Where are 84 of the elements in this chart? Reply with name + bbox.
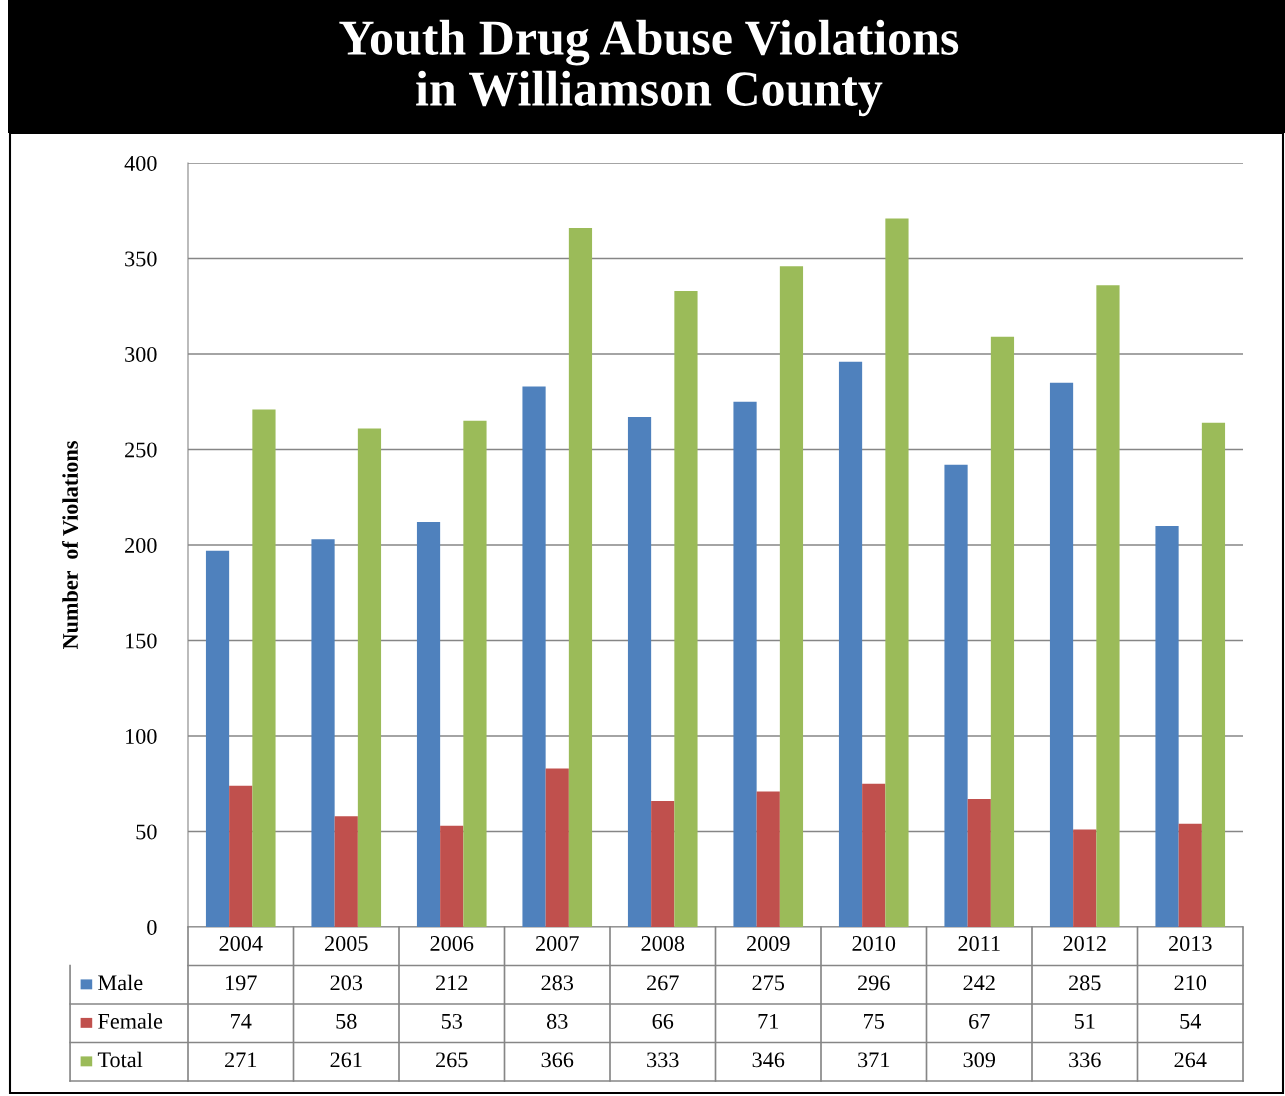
- bar: [229, 785, 253, 927]
- bar: [651, 800, 675, 927]
- y-tick-label: 150: [126, 633, 157, 649]
- data-label: 53: [441, 1013, 462, 1029]
- x-tick-label: 2009: [747, 935, 790, 951]
- y-tick-label: 400: [124, 155, 157, 171]
- data-label: 67: [969, 1013, 990, 1029]
- data-label: 51: [1074, 1013, 1095, 1029]
- data-label: 58: [336, 1013, 357, 1029]
- x-tick-label: 2007: [536, 935, 579, 951]
- bar: [779, 266, 804, 927]
- bar: [674, 290, 698, 927]
- bar: [252, 409, 276, 927]
- data-label: 346: [752, 1052, 785, 1068]
- bar: [1155, 525, 1179, 927]
- data-label: 74: [231, 1013, 252, 1029]
- bar: [545, 768, 569, 927]
- bar: [416, 522, 441, 927]
- data-label: 275: [752, 975, 785, 991]
- data-label: 333: [647, 1052, 679, 1068]
- bar: [1073, 829, 1097, 927]
- x-tick-label: 2008: [641, 935, 685, 951]
- data-label: 265: [436, 1052, 468, 1068]
- data-label: 54: [1180, 1013, 1202, 1029]
- bar: [885, 218, 909, 927]
- data-label: 264: [1174, 1052, 1207, 1068]
- bar: [334, 816, 358, 927]
- data-label: 66: [652, 1013, 674, 1029]
- x-tick-label: 2012: [1063, 935, 1106, 951]
- bar: [1049, 382, 1074, 927]
- legend-label: Male: [98, 974, 143, 991]
- bar: [522, 386, 546, 927]
- legend-label: Total: [97, 1051, 143, 1068]
- data-label: 366: [541, 1052, 574, 1068]
- bar: [967, 799, 991, 927]
- bar: [944, 464, 968, 927]
- x-tick-label: 2011: [958, 935, 1000, 951]
- bar: [205, 550, 230, 927]
- bar: [756, 791, 780, 927]
- data-label: 83: [546, 1013, 568, 1029]
- data-label: 309: [963, 1052, 996, 1068]
- data-label: 210: [1174, 975, 1207, 991]
- y-tick-label: 50: [136, 824, 157, 840]
- bar: [440, 825, 464, 927]
- x-tick-label: 2013: [1169, 935, 1212, 951]
- bar: [733, 401, 757, 927]
- bar: [990, 336, 1015, 927]
- data-label: 242: [963, 975, 995, 991]
- data-label: 212: [436, 975, 468, 991]
- chart-title: Youth Drug Abuse Violations in Williamson County: [339, 19, 959, 117]
- data-label: 203: [330, 975, 363, 991]
- data-label: 271: [225, 1052, 257, 1068]
- data-label: 285: [1069, 975, 1101, 991]
- y-tick-label: 200: [125, 537, 157, 553]
- bar: [1201, 422, 1226, 927]
- bar: [1096, 285, 1120, 927]
- y-tick-label: 350: [125, 251, 157, 267]
- bar: [568, 227, 593, 927]
- bar: [627, 417, 652, 927]
- bar: [311, 539, 335, 927]
- y-tick-label: 0: [147, 919, 157, 935]
- bar: [1178, 823, 1202, 927]
- y-tick-label: 250: [125, 442, 157, 458]
- data-label: 71: [758, 1013, 779, 1029]
- legend-label: Female: [98, 1013, 163, 1029]
- data-label: 197: [226, 975, 257, 991]
- data-label: 261: [330, 1052, 362, 1068]
- data-label: 75: [864, 1014, 884, 1029]
- data-label: 371: [858, 1052, 890, 1068]
- bar: [463, 420, 487, 927]
- y-tick-label: 100: [126, 728, 157, 744]
- data-label: 336: [1069, 1052, 1101, 1068]
- x-tick-label: 2004: [219, 935, 263, 951]
- x-tick-label: 2006: [430, 935, 474, 951]
- bar: [838, 361, 863, 927]
- y-tick-label: 300: [125, 346, 157, 362]
- x-tick-label: 2005: [325, 935, 368, 951]
- y-axis-title: Number of Violations: [62, 441, 79, 650]
- data-label: 283: [541, 975, 574, 991]
- data-label: 267: [647, 975, 679, 991]
- data-label: 296: [858, 975, 890, 991]
- bar: [862, 783, 886, 927]
- bar: [357, 428, 382, 927]
- x-tick-label: 2010: [852, 935, 896, 951]
